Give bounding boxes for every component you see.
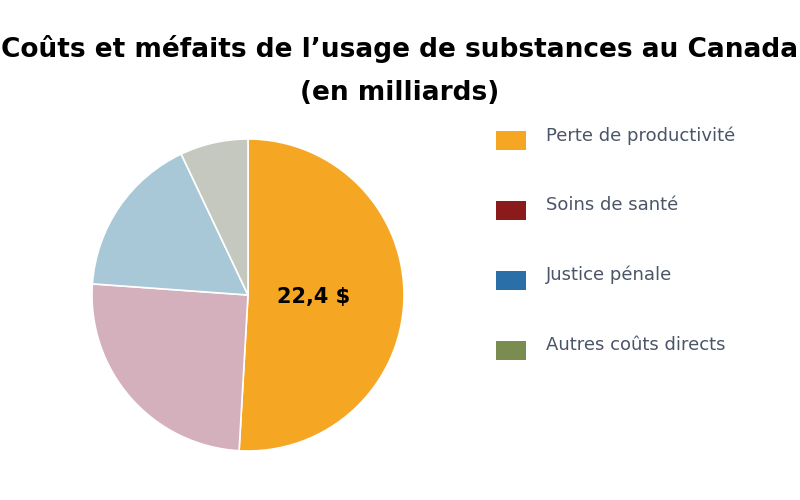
- Text: (en milliards): (en milliards): [300, 80, 500, 106]
- Text: 22,4 $: 22,4 $: [277, 287, 350, 307]
- Wedge shape: [239, 139, 404, 451]
- Wedge shape: [92, 154, 248, 295]
- Text: Soins de santé: Soins de santé: [546, 196, 678, 214]
- Text: Autres coûts directs: Autres coûts directs: [546, 336, 726, 354]
- Text: Coûts et méfaits de l’usage de substances au Canada: Coûts et méfaits de l’usage de substance…: [2, 35, 798, 63]
- Text: Perte de productivité: Perte de productivité: [546, 126, 736, 144]
- Text: Justice pénale: Justice pénale: [546, 266, 673, 284]
- Wedge shape: [181, 139, 248, 295]
- Wedge shape: [92, 284, 248, 450]
